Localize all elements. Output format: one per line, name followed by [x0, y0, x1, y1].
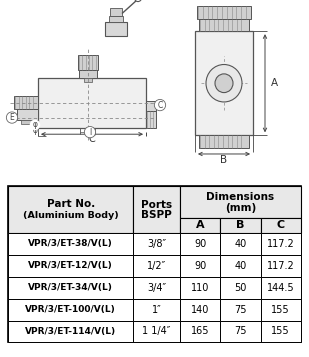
Bar — [133, 277, 180, 298]
Text: Ports: Ports — [141, 200, 172, 210]
Text: Dimensions: Dimensions — [206, 192, 274, 202]
Text: C: C — [157, 101, 163, 110]
Bar — [78, 55, 98, 70]
Bar — [149, 111, 155, 115]
Text: C: C — [89, 135, 95, 145]
Text: 140: 140 — [191, 305, 209, 315]
Text: 1/2″: 1/2″ — [147, 261, 166, 271]
Bar — [260, 298, 301, 321]
Text: 144.5: 144.5 — [267, 283, 294, 293]
Text: φ: φ — [32, 120, 37, 129]
Text: 3/4″: 3/4″ — [147, 283, 166, 293]
Bar — [133, 298, 180, 321]
Bar — [38, 78, 146, 128]
Bar — [260, 321, 301, 342]
Bar — [220, 255, 260, 277]
Text: C: C — [277, 220, 285, 230]
Bar — [17, 109, 38, 120]
Bar — [220, 218, 260, 233]
Bar — [133, 255, 180, 277]
Text: 40: 40 — [234, 261, 247, 271]
Text: 155: 155 — [271, 327, 290, 337]
Text: A: A — [271, 78, 278, 88]
Bar — [79, 70, 97, 78]
Text: (Aluminium Body): (Aluminium Body) — [23, 211, 119, 220]
Bar — [146, 101, 156, 111]
Bar — [195, 31, 253, 135]
Text: VPR/3/ET-114/V(L): VPR/3/ET-114/V(L) — [25, 327, 116, 336]
Circle shape — [134, 0, 142, 1]
Text: 90: 90 — [194, 239, 206, 249]
Text: 117.2: 117.2 — [267, 261, 294, 271]
Bar — [180, 277, 220, 298]
Bar — [133, 321, 180, 342]
Bar — [8, 277, 133, 298]
Bar — [8, 233, 133, 255]
Bar — [260, 255, 301, 277]
Bar — [220, 321, 260, 342]
Bar — [8, 298, 133, 321]
Text: 75: 75 — [234, 305, 247, 315]
Bar — [84, 78, 92, 82]
Bar — [260, 218, 301, 233]
Bar — [133, 233, 180, 255]
Text: BSPP: BSPP — [141, 210, 172, 220]
Text: VPR/3/ET-34/V(L): VPR/3/ET-34/V(L) — [28, 283, 113, 292]
Text: VPR/3/ET-38/V(L): VPR/3/ET-38/V(L) — [28, 239, 113, 248]
Text: 75: 75 — [234, 327, 247, 337]
Circle shape — [215, 74, 233, 92]
Bar — [260, 277, 301, 298]
Bar — [109, 16, 123, 22]
Text: 3/8″: 3/8″ — [147, 239, 166, 249]
Text: A: A — [196, 220, 205, 230]
Text: 110: 110 — [191, 283, 209, 293]
Bar — [220, 233, 260, 255]
Bar — [105, 22, 127, 36]
Bar — [180, 233, 220, 255]
Bar — [180, 298, 220, 321]
Bar — [8, 255, 133, 277]
Text: VPR/3/ET-12/V(L): VPR/3/ET-12/V(L) — [28, 261, 113, 270]
Bar — [220, 298, 260, 321]
Bar — [180, 186, 301, 218]
Text: 117.2: 117.2 — [267, 239, 294, 249]
Text: E: E — [10, 113, 15, 122]
Circle shape — [206, 65, 242, 102]
Bar — [110, 8, 122, 16]
Text: 90: 90 — [194, 261, 206, 271]
Text: Part No.: Part No. — [47, 199, 95, 209]
Bar — [180, 321, 220, 342]
Bar — [199, 19, 249, 31]
Text: 40: 40 — [234, 239, 247, 249]
Bar — [8, 321, 133, 342]
Text: B: B — [236, 220, 245, 230]
Text: φ: φ — [32, 126, 37, 135]
Text: 1 1/4″: 1 1/4″ — [142, 327, 171, 337]
Text: 1″: 1″ — [152, 305, 162, 315]
Bar — [197, 6, 251, 19]
Text: 50: 50 — [234, 283, 247, 293]
Bar — [133, 186, 180, 233]
Bar — [8, 186, 133, 233]
Text: VPR/3/ET-100/V(L): VPR/3/ET-100/V(L) — [25, 305, 116, 314]
Bar — [180, 255, 220, 277]
Text: 165: 165 — [191, 327, 210, 337]
Text: (mm): (mm) — [225, 203, 256, 213]
Bar — [260, 233, 301, 255]
Bar — [21, 120, 35, 124]
Bar — [14, 96, 38, 109]
Bar — [180, 218, 220, 233]
Text: 155: 155 — [271, 305, 290, 315]
Text: B: B — [220, 155, 227, 165]
Bar — [146, 111, 156, 128]
Bar — [199, 135, 249, 148]
Bar — [220, 277, 260, 298]
Text: I: I — [89, 128, 91, 137]
